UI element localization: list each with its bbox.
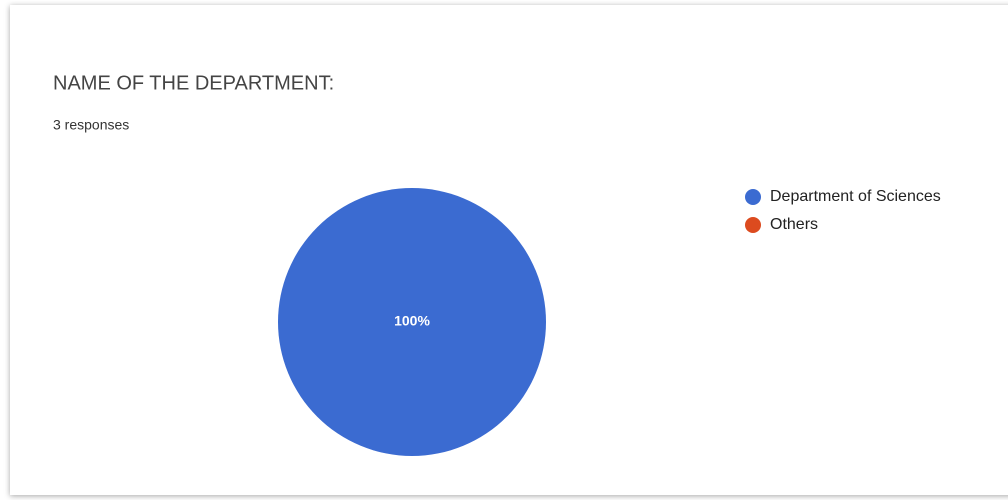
chart-title: NAME OF THE DEPARTMENT:: [53, 72, 334, 94]
legend-swatch: [745, 217, 761, 233]
legend-label: Department of Sciences: [770, 188, 941, 205]
legend-swatch: [745, 189, 761, 205]
pie-slice: [278, 188, 546, 456]
chart-subtitle: 3 responses: [53, 117, 129, 133]
data-label: 100%: [394, 313, 430, 329]
legend-label: Others: [770, 216, 818, 233]
